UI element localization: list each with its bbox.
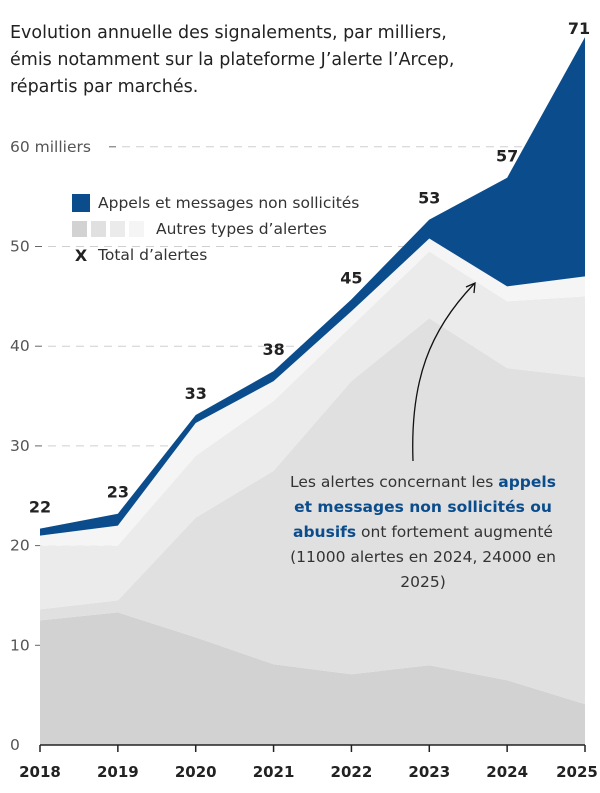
y-tick-label: 0: [10, 736, 20, 754]
total-label: 33: [185, 384, 207, 403]
x-tick-label: 2022: [331, 763, 373, 781]
area-layer-3: [40, 238, 585, 546]
y-tick-label: 10: [10, 636, 30, 654]
legend-label: Appels et messages non sollicités: [98, 194, 360, 212]
total-label: 22: [29, 498, 51, 517]
legend-swatch-appels: [72, 194, 90, 212]
legend: Appels et messages non sollicités Autres…: [72, 190, 359, 268]
total-label: 38: [262, 340, 284, 359]
legend-swatch: [110, 221, 125, 237]
annotation-arrow: [412, 283, 475, 462]
total-label: 45: [340, 268, 362, 287]
area-layer-0: [40, 612, 585, 745]
x-tick-label: 2021: [253, 763, 295, 781]
legend-swatch: [72, 221, 87, 237]
legend-swatch: [91, 221, 106, 237]
legend-swatch: [129, 221, 144, 237]
legend-label: Total d’alertes: [98, 246, 208, 264]
y-tick-label: 20: [10, 537, 30, 555]
arrowhead-icon: [465, 281, 476, 294]
x-tick-label: 2025: [556, 763, 598, 781]
chart-title: Evolution annuelle des signalements, par…: [10, 23, 455, 97]
x-tick-label: 2023: [408, 763, 450, 781]
legend-label: Autres types d’alertes: [156, 220, 327, 238]
y-tick-label: 60 milliers: [10, 138, 91, 156]
legend-item-autres: Autres types d’alertes: [72, 216, 359, 242]
total-x-icon: X: [74, 245, 88, 265]
x-tick-label: 2018: [19, 763, 61, 781]
x-tick-label: 2020: [175, 763, 217, 781]
y-tick-label: 30: [10, 437, 30, 455]
y-tick-label: 50: [10, 238, 30, 256]
total-label: 57: [496, 147, 518, 166]
x-tick-label: 2024: [486, 763, 528, 781]
total-label: 53: [418, 189, 440, 208]
annotation-highlight: appels et messages non sollicités ou abu…: [293, 473, 556, 541]
legend-item-appels: Appels et messages non sollicités: [72, 190, 359, 216]
area-layer-1: [40, 318, 585, 705]
total-label: 23: [107, 483, 129, 502]
y-tick-label: 40: [10, 337, 30, 355]
annotation: Les alertes concernant les appels et mes…: [290, 473, 556, 591]
area-layer-2: [40, 251, 585, 610]
x-tick-label: 2019: [97, 763, 139, 781]
legend-item-total: X Total d’alertes: [72, 242, 359, 268]
total-label: 71: [568, 19, 590, 38]
